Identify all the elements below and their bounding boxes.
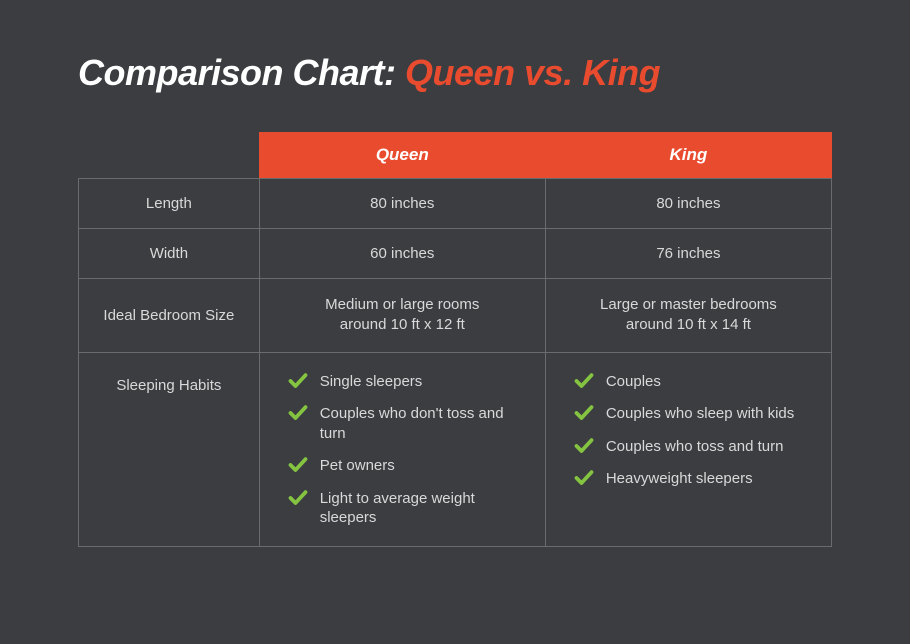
- cell-bedroom-queen: Medium or large rooms around 10 ft x 12 …: [259, 279, 545, 353]
- list-item-text: Couples who don't toss and turn: [320, 403, 510, 443]
- table-row: Sleeping Habits Single sleepers Couples w…: [79, 352, 832, 546]
- bedroom-king-line2: around 10 ft x 14 ft: [626, 316, 751, 333]
- list-item-text: Couples: [606, 371, 796, 392]
- list-item: Couples who toss and turn: [574, 436, 817, 457]
- cell-width-queen: 60 inches: [259, 229, 545, 279]
- comparison-table: Queen King Length 80 inches 80 inches Wi…: [78, 132, 832, 547]
- check-icon: [288, 371, 308, 391]
- check-icon: [574, 436, 594, 456]
- table-row: Width 60 inches 76 inches: [79, 229, 832, 279]
- row-label-length: Length: [79, 179, 260, 229]
- row-label-bedroom: Ideal Bedroom Size: [79, 279, 260, 353]
- title-highlight: Queen vs. King: [405, 52, 660, 93]
- list-item-text: Pet owners: [320, 455, 510, 476]
- title-prefix: Comparison Chart:: [78, 52, 405, 93]
- cell-length-king: 80 inches: [545, 179, 831, 229]
- list-item: Heavyweight sleepers: [574, 468, 817, 489]
- check-icon: [288, 455, 308, 475]
- list-item-text: Couples who sleep with kids: [606, 403, 796, 424]
- habits-list-queen: Single sleepers Couples who don't toss an…: [288, 371, 531, 528]
- cell-length-queen: 80 inches: [259, 179, 545, 229]
- row-label-habits: Sleeping Habits: [79, 352, 260, 546]
- bedroom-queen-line1: Medium or large rooms: [325, 296, 479, 313]
- cell-bedroom-king: Large or master bedrooms around 10 ft x …: [545, 279, 831, 353]
- row-label-width: Width: [79, 229, 260, 279]
- list-item: Single sleepers: [288, 371, 531, 392]
- header-blank: [79, 132, 260, 179]
- cell-width-king: 76 inches: [545, 229, 831, 279]
- column-header-king: King: [545, 132, 831, 179]
- cell-habits-queen: Single sleepers Couples who don't toss an…: [259, 352, 545, 546]
- check-icon: [574, 371, 594, 391]
- check-icon: [574, 468, 594, 488]
- column-header-queen: Queen: [259, 132, 545, 179]
- list-item: Couples: [574, 371, 817, 392]
- list-item: Pet owners: [288, 455, 531, 476]
- list-item-text: Heavyweight sleepers: [606, 468, 796, 489]
- check-icon: [288, 488, 308, 508]
- chart-title: Comparison Chart: Queen vs. King: [78, 52, 832, 94]
- list-item: Couples who sleep with kids: [574, 403, 817, 424]
- table-header-row: Queen King: [79, 132, 832, 179]
- list-item-text: Couples who toss and turn: [606, 436, 796, 457]
- list-item-text: Single sleepers: [320, 371, 510, 392]
- bedroom-king-line1: Large or master bedrooms: [600, 296, 777, 313]
- check-icon: [574, 403, 594, 423]
- list-item: Couples who don't toss and turn: [288, 403, 531, 443]
- habits-list-king: Couples Couples who sleep with kids Couple…: [574, 371, 817, 489]
- check-icon: [288, 403, 308, 423]
- cell-habits-king: Couples Couples who sleep with kids Couple…: [545, 352, 831, 546]
- list-item-text: Light to average weight sleepers: [320, 488, 510, 528]
- list-item: Light to average weight sleepers: [288, 488, 531, 528]
- table-row: Length 80 inches 80 inches: [79, 179, 832, 229]
- bedroom-queen-line2: around 10 ft x 12 ft: [340, 316, 465, 333]
- table-row: Ideal Bedroom Size Medium or large rooms…: [79, 279, 832, 353]
